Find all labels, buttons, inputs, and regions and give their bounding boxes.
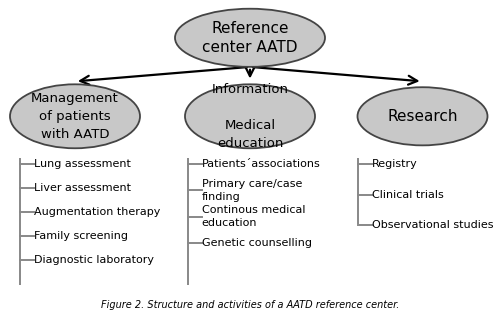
Text: Patients´associations: Patients´associations: [202, 159, 320, 169]
Text: Lung assessment: Lung assessment: [34, 159, 131, 169]
Text: Information

Medical
education: Information Medical education: [212, 83, 288, 150]
Text: Diagnostic laboratory: Diagnostic laboratory: [34, 255, 154, 264]
Text: Genetic counselling: Genetic counselling: [202, 238, 312, 248]
Text: Clinical trials: Clinical trials: [372, 190, 444, 200]
Text: Figure 2. Structure and activities of a AATD reference center.: Figure 2. Structure and activities of a …: [101, 300, 399, 310]
Ellipse shape: [358, 87, 488, 145]
Text: Research: Research: [387, 109, 458, 124]
Ellipse shape: [175, 9, 325, 67]
Text: Registry: Registry: [372, 159, 417, 169]
Text: Management
of patients
with AATD: Management of patients with AATD: [31, 92, 119, 141]
Ellipse shape: [185, 84, 315, 148]
Text: Observational studies: Observational studies: [372, 220, 493, 230]
Text: Continous medical
education: Continous medical education: [202, 205, 305, 228]
Text: Family screening: Family screening: [34, 231, 128, 241]
Ellipse shape: [10, 84, 140, 148]
Text: Augmentation therapy: Augmentation therapy: [34, 207, 160, 217]
Text: Liver assessment: Liver assessment: [34, 183, 131, 193]
Text: Reference
center AATD: Reference center AATD: [202, 21, 298, 55]
Text: Primary care/case
finding: Primary care/case finding: [202, 179, 302, 202]
